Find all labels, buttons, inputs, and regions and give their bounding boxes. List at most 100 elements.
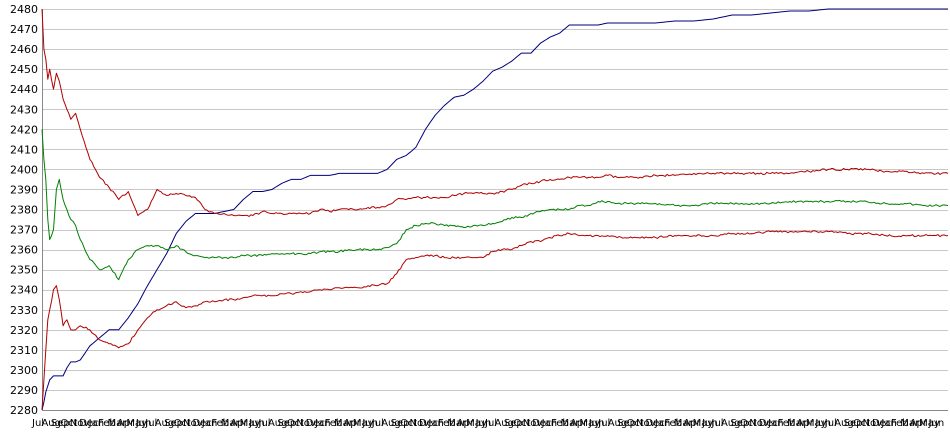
y-tick-label-2360: 2360 — [10, 244, 38, 257]
x-tick-label: Dec — [872, 418, 891, 429]
x-tick-label: Jun — [588, 418, 605, 429]
x-tick-label: Oct — [627, 418, 644, 429]
x-tick-label: Feb — [778, 418, 796, 429]
x-tick-label: Jul — [144, 418, 157, 429]
x-tick-label: Nov — [183, 418, 203, 429]
x-tick-label: Jun — [814, 418, 831, 429]
x-tick-label: Dec — [306, 418, 325, 429]
y-tick-label-2450: 2450 — [10, 63, 38, 76]
y-tick-label-2330: 2330 — [10, 304, 38, 317]
x-tick-label: Oct — [287, 418, 304, 429]
x-tick-label: Jul — [824, 418, 837, 429]
x-tick-label: Mar — [108, 418, 128, 429]
x-tick-label: Dec — [645, 418, 664, 429]
x-axis-tick-labels: JulAugSepOctNovDecJanFebMarAprMayJunJulA… — [31, 418, 944, 429]
x-tick-label: Nov — [70, 418, 90, 429]
x-tick-label: May — [579, 418, 600, 429]
x-tick-label: Feb — [325, 418, 343, 429]
y-tick-label-2420: 2420 — [10, 123, 38, 136]
x-tick-label: Oct — [853, 418, 870, 429]
y-tick-label-2320: 2320 — [10, 324, 38, 337]
x-tick-label: Sep — [504, 418, 523, 429]
x-tick-label: Feb — [664, 418, 682, 429]
y-tick-label-2460: 2460 — [10, 43, 38, 56]
x-tick-label: Oct — [174, 418, 191, 429]
series-line-4 — [41, 230, 949, 411]
x-tick-label: Feb — [438, 418, 456, 429]
y-tick-label-2470: 2470 — [10, 23, 38, 36]
x-tick-label: Nov — [296, 418, 316, 429]
x-tick-label: Jan — [427, 418, 443, 429]
x-tick-label: May — [126, 418, 147, 429]
x-tick-label: Nov — [749, 418, 769, 429]
x-tick-label: Mar — [900, 418, 920, 429]
x-tick-label: Jun — [701, 418, 718, 429]
x-tick-label: Jul — [597, 418, 610, 429]
x-tick-label: Jul — [31, 418, 44, 429]
x-tick-label: May — [806, 418, 827, 429]
x-tick-label: Mar — [447, 418, 467, 429]
x-tick-label: Nov — [863, 418, 883, 429]
x-tick-label: Apr — [117, 418, 135, 429]
x-tick-label: Jun — [475, 418, 492, 429]
x-tick-label: Jul — [258, 418, 271, 429]
x-tick-label: Jun — [248, 418, 265, 429]
x-tick-label: Sep — [164, 418, 183, 429]
x-tick-label: Sep — [277, 418, 296, 429]
x-tick-label: Sep — [391, 418, 410, 429]
x-tick-label: Nov — [410, 418, 430, 429]
x-tick-label: Jan — [767, 418, 783, 429]
x-tick-label: Jun — [928, 418, 945, 429]
y-tick-label-2350: 2350 — [10, 264, 38, 277]
x-tick-label: Aug — [268, 418, 288, 429]
x-tick-label: Apr — [343, 418, 361, 429]
x-tick-label: Aug — [155, 418, 175, 429]
y-tick-label-2440: 2440 — [10, 83, 38, 96]
y-tick-label-2300: 2300 — [10, 364, 38, 377]
x-tick-label: Jul — [711, 418, 724, 429]
x-tick-label: Feb — [211, 418, 229, 429]
y-tick-label-2380: 2380 — [10, 204, 38, 217]
x-tick-label: Apr — [570, 418, 588, 429]
x-tick-label: Jan — [201, 418, 217, 429]
axes — [42, 9, 948, 411]
x-tick-label: Jul — [484, 418, 497, 429]
x-tick-label: Apr — [910, 418, 928, 429]
x-tick-label: Oct — [740, 418, 757, 429]
x-tick-label: Dec — [759, 418, 778, 429]
x-tick-label: Dec — [532, 418, 551, 429]
x-tick-label: Jan — [541, 418, 557, 429]
x-tick-label: Jan — [654, 418, 670, 429]
x-tick-label: Sep — [51, 418, 70, 429]
y-tick-label-2410: 2410 — [10, 143, 38, 156]
x-tick-label: Dec — [192, 418, 211, 429]
x-tick-label: Sep — [617, 418, 636, 429]
y-tick-label-2480: 2480 — [10, 3, 38, 16]
x-tick-label: Nov — [636, 418, 656, 429]
x-tick-label: Sep — [730, 418, 749, 429]
x-tick-label: Sep — [844, 418, 863, 429]
grid — [42, 9, 948, 411]
x-tick-label: Mar — [674, 418, 694, 429]
x-tick-label: Apr — [796, 418, 814, 429]
x-tick-label: Apr — [457, 418, 475, 429]
y-tick-label-2290: 2290 — [10, 384, 38, 397]
x-tick-label: Apr — [683, 418, 701, 429]
x-tick-label: Jan — [314, 418, 330, 429]
x-tick-label: May — [919, 418, 940, 429]
series-line-3 — [41, 129, 949, 281]
y-tick-label-2390: 2390 — [10, 183, 38, 196]
x-tick-label: Mar — [334, 418, 354, 429]
x-tick-label: May — [693, 418, 714, 429]
x-tick-label: May — [240, 418, 261, 429]
x-tick-label: Jun — [135, 418, 152, 429]
series-line-1 — [41, 8, 948, 411]
x-tick-label: Jan — [88, 418, 104, 429]
x-tick-label: Feb — [891, 418, 909, 429]
y-tick-label-2280: 2280 — [10, 404, 38, 417]
x-tick-label: Aug — [721, 418, 741, 429]
x-tick-label: Aug — [834, 418, 854, 429]
x-tick-label: Feb — [551, 418, 569, 429]
